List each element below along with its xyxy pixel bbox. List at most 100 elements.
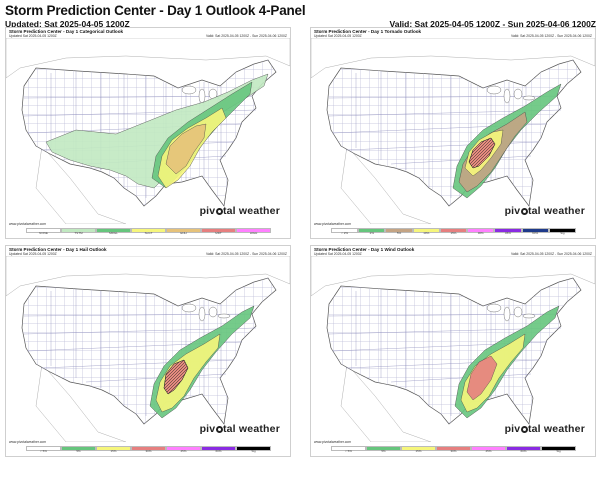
valid-period: Valid: Sat 2025-04-05 1200Z - Sun 2025-0… [389,19,596,29]
categorical-panel: Storm Prediction Center - Day 1 Categori… [5,27,291,239]
legend-swatch [61,446,96,451]
legend-swatch [358,228,386,233]
wind-map [311,255,595,443]
legend-label: 60% [520,449,527,453]
page-title: Storm Prediction Center - Day 1 Outlook … [5,3,306,18]
legend-label: MDT [215,231,222,235]
enh-area [165,123,207,175]
legend-label: 60% [215,449,222,453]
legend-labels: < 2% 2% 5% 10% 15% 30% 45% 60% Sig [331,231,576,236]
significant-hatch-area [163,359,189,395]
significant-hatch-area [468,137,496,169]
legend-swatch [201,446,236,451]
legend-swatch [467,228,495,233]
panel-title: Storm Prediction Center - Day 1 Tornado … [314,29,422,34]
legend-label: 30% [477,231,484,235]
legend-label: 5% [396,231,402,235]
legend-swatches [331,446,576,451]
legend-swatch [331,228,359,233]
legend-label: 60% [532,231,539,235]
legend-label: < 2% [341,231,349,235]
us-map [311,255,595,443]
legend-swatch [96,446,131,451]
credit-text: www.pivotalweather.com [9,222,47,226]
legend-labels: NONE TSTM MRGL SLGT ENH MDT HIGH [26,231,271,236]
legend-swatch [548,228,576,233]
credit-text: www.pivotalweather.com [9,440,47,444]
legend-label: HIGH [249,231,258,235]
hail-panel: Storm Prediction Center - Day 1 Hail Out… [5,245,291,457]
legend-swatch [331,446,366,451]
legend-label: 15% [415,449,422,453]
legend-label: Sig [560,231,565,235]
legend-swatch [506,446,541,451]
pivotal-weather-logo: piv tal weather [199,423,280,435]
legend-label: 2% [369,231,374,235]
legend-swatch [471,446,506,451]
legend: < 5% 5% 15% 30% 45% 60% Sig [331,446,576,454]
hail-15-area [155,333,221,413]
hail-map [6,255,290,443]
tornado-panel: Storm Prediction Center - Day 1 Tornado … [310,27,596,239]
legend-swatch [236,228,271,233]
legend-swatch [166,228,201,233]
legend-label: Sig [556,449,561,453]
legend-swatches [26,446,271,451]
legend-label: 30% [145,449,152,453]
panel-updated: Updated Sat 2025-04-05 1200Z [9,252,57,256]
updated-time: Updated: Sat 2025-04-05 1200Z [5,19,130,29]
legend-label: SLGT [144,231,153,235]
credit-text: www.pivotalweather.com [314,222,352,226]
panel-updated: Updated Sat 2025-04-05 1200Z [314,34,362,38]
pivotal-weather-logo: piv tal weather [504,423,585,435]
pivotal-weather-logo: piv tal weather [199,205,280,217]
logo-o-icon [520,207,528,215]
legend-label: TSTM [74,231,83,235]
panel-valid: Valid: Sat 2025-04-05 1200Z - Sun 2025-0… [511,33,592,38]
panel-updated: Updated Sat 2025-04-05 1200Z [314,252,362,256]
legend-swatches [331,228,576,233]
legend-label: Sig [251,449,256,453]
legend-label: 45% [485,449,492,453]
legend-swatch [385,228,413,233]
legend-label: < 5% [345,449,352,453]
legend-label: 45% [180,449,187,453]
legend-swatch [521,228,549,233]
us-map [6,255,290,443]
panel-title: Storm Prediction Center - Day 1 Wind Out… [314,247,415,252]
legend-label: 15% [110,449,117,453]
panel-title: Storm Prediction Center - Day 1 Categori… [9,29,124,34]
legend-label: ENH [180,231,187,235]
credit-text: www.pivotalweather.com [314,440,352,444]
wind-panel: Storm Prediction Center - Day 1 Wind Out… [310,245,596,457]
legend-label: NONE [39,231,48,235]
legend-label: 45% [504,231,511,235]
panel-updated: Updated Sat 2025-04-05 1200Z [9,34,57,38]
legend-label: 15% [450,231,457,235]
panel-title: Storm Prediction Center - Day 1 Hail Out… [9,247,107,252]
us-map [311,37,595,225]
legend-label: 5% [76,449,81,453]
tornado-map [311,37,595,225]
legend-labels: < 5% 5% 15% 30% 45% 60% Sig [26,449,271,454]
legend-swatch [26,228,61,233]
legend-swatches [26,228,271,233]
panel-valid: Valid: Sat 2025-04-05 1200Z - Sun 2025-0… [206,33,287,38]
legend-swatch [131,228,166,233]
legend-swatch [201,228,236,233]
panel-valid: Valid: Sat 2025-04-05 1200Z - Sun 2025-0… [511,251,592,256]
us-map [6,37,290,225]
legend-label: MRGL [109,231,118,235]
panel-valid: Valid: Sat 2025-04-05 1200Z - Sun 2025-0… [206,251,287,256]
logo-o-icon [215,207,223,215]
legend-swatch [401,446,436,451]
legend-swatch [412,228,440,233]
legend-swatch [236,446,271,451]
legend: NONE TSTM MRGL SLGT ENH MDT HIGH [26,228,271,236]
pivotal-weather-logo: piv tal weather [504,205,585,217]
legend: < 5% 5% 15% 30% 45% 60% Sig [26,446,271,454]
legend-label: 30% [450,449,457,453]
legend-swatch [541,446,576,451]
wind-30-area [466,355,498,401]
legend-swatch [436,446,471,451]
